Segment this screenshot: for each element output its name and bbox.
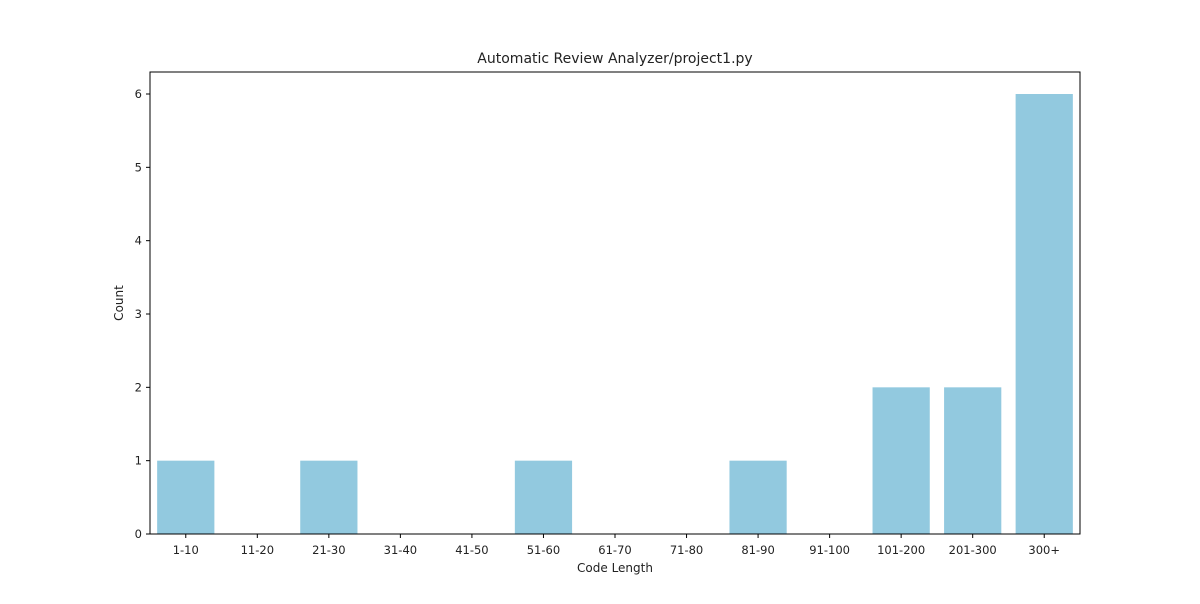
x-axis: 1-10 11-20 21-30 31-40 41-50 51-60 61-70 71-80 8… — [173, 534, 1060, 557]
y-tick-label: 2 — [135, 380, 142, 394]
x-tick-label: 51-60 — [527, 543, 560, 557]
x-tick-label: 1-10 — [173, 543, 199, 557]
plot-frame — [149, 71, 1081, 535]
x-tick-label: 81-90 — [741, 543, 774, 557]
y-axis-label: Count — [112, 285, 126, 321]
x-tick-label: 71-80 — [670, 543, 703, 557]
bar-201-300 — [944, 387, 1002, 534]
x-tick-label: 11-20 — [241, 543, 274, 557]
bar-101-200 — [872, 387, 930, 534]
y-tick-label: 6 — [135, 87, 142, 101]
x-tick-label: 101-200 — [877, 543, 925, 557]
x-tick-label: 21-30 — [312, 543, 345, 557]
y-tick-label: 0 — [135, 527, 142, 541]
x-tick-label: 31-40 — [384, 543, 417, 557]
bar-81-90 — [729, 460, 787, 534]
x-tick-label: 61-70 — [598, 543, 631, 557]
bar-1-10 — [157, 460, 215, 534]
y-tick-label: 3 — [135, 307, 142, 321]
y-tick-label: 5 — [135, 160, 142, 174]
x-tick-label: 41-50 — [455, 543, 488, 557]
x-tick-label: 300+ — [1028, 543, 1060, 557]
bar-300+ — [1015, 94, 1073, 534]
y-tick-label: 4 — [135, 234, 142, 248]
x-axis-label: Code Length — [577, 561, 653, 575]
bar-51-60 — [514, 460, 573, 534]
chart-title: Automatic Review Analyzer/project1.py — [477, 51, 752, 67]
bars-group — [157, 94, 1073, 534]
x-tick-label: 201-300 — [949, 543, 997, 557]
x-tick-label: 91-100 — [809, 543, 850, 557]
bar-21-30 — [300, 460, 358, 534]
y-tick-label: 1 — [135, 454, 142, 468]
y-axis: 0 1 2 3 4 5 6 — [135, 87, 150, 541]
